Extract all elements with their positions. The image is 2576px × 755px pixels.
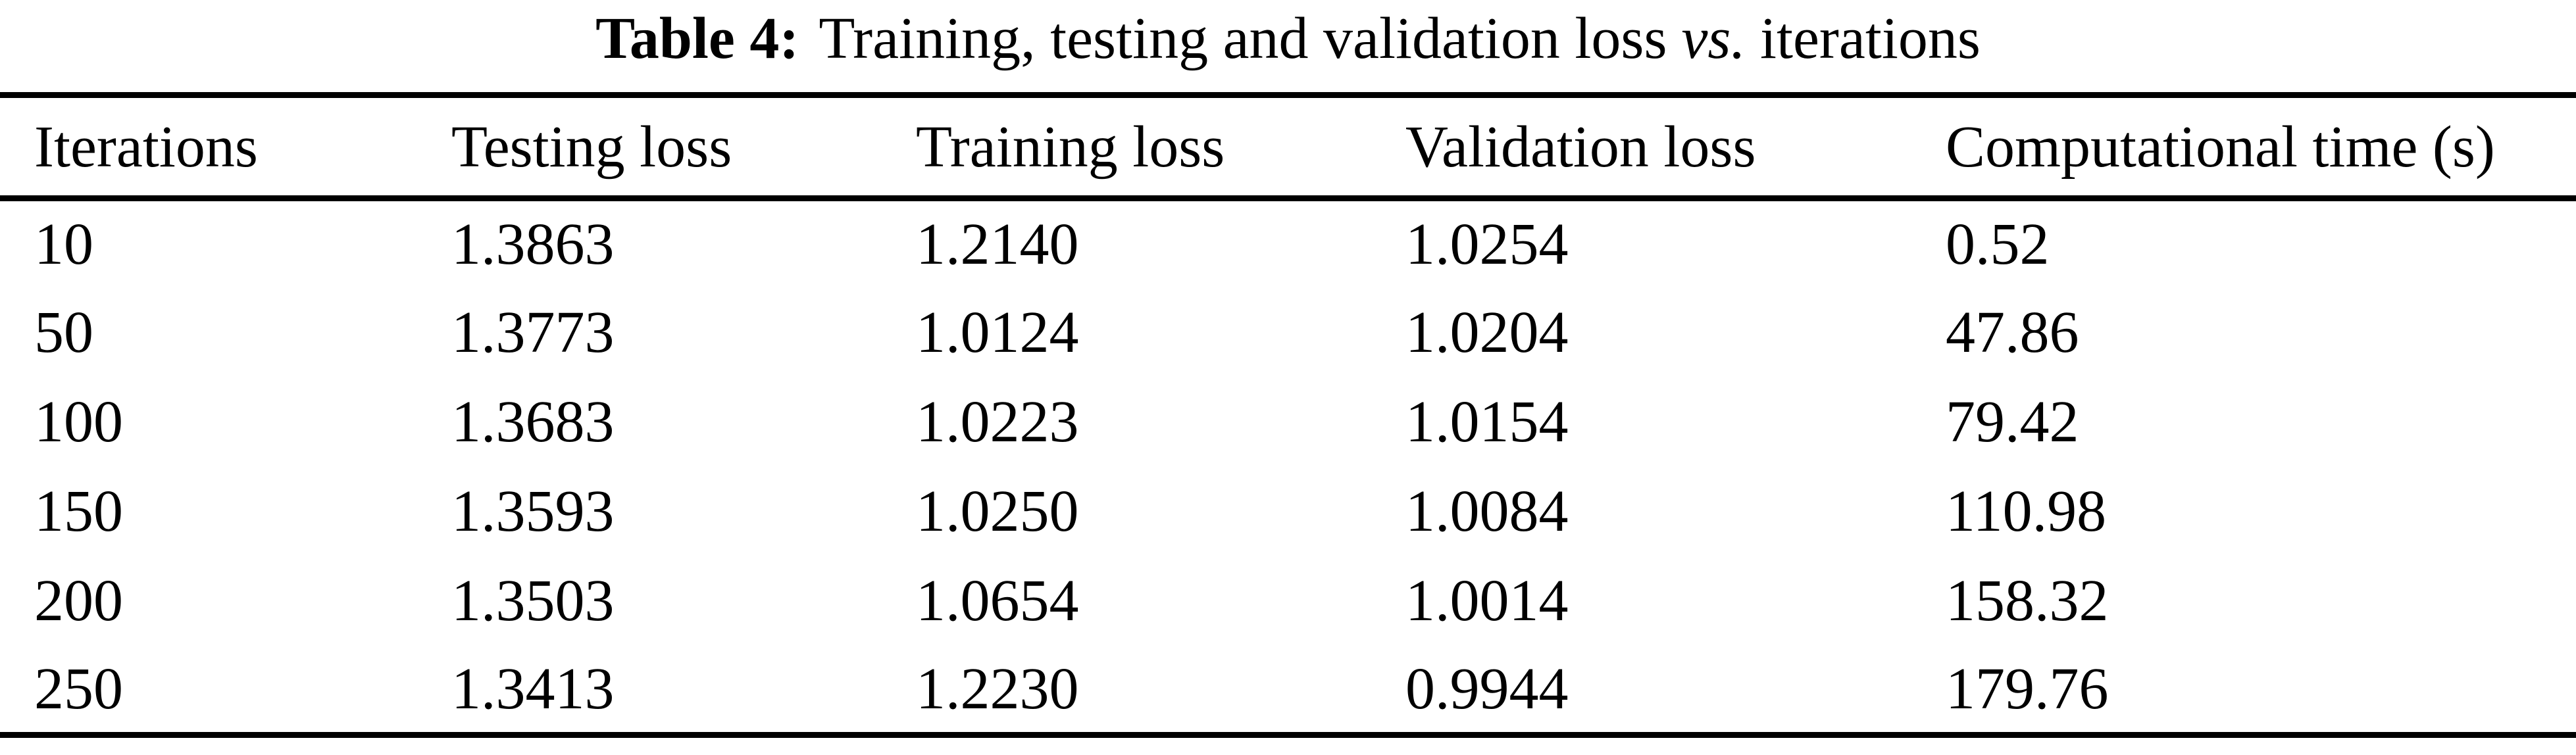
table-cell: 0.52 bbox=[1946, 212, 2050, 278]
table-cell: 1.2230 bbox=[916, 656, 1079, 721]
table-cell: 1.0084 bbox=[1405, 479, 1569, 544]
table-cell: 150 bbox=[34, 479, 123, 544]
table-cell: 50 bbox=[34, 300, 93, 365]
table-row: 200 1.3503 1.0654 1.0014 158.32 bbox=[0, 556, 2576, 646]
table-cell: 250 bbox=[34, 656, 123, 721]
column-header: Testing loss bbox=[451, 114, 732, 180]
table-cell: 1.2140 bbox=[916, 212, 1079, 278]
table-cell: 1.0014 bbox=[1405, 568, 1569, 633]
table-header-row: Iterations Testing loss Training loss Valid… bbox=[0, 95, 2576, 199]
table-row: 250 1.3413 1.2230 0.9944 179.76 bbox=[0, 646, 2576, 735]
table-cell: 1.3863 bbox=[451, 212, 615, 278]
table-cell: 110.98 bbox=[1946, 479, 2107, 544]
column-header: Training loss bbox=[916, 114, 1225, 180]
table-caption-vs: vs. bbox=[1681, 6, 1746, 71]
table-cell: 1.0223 bbox=[916, 389, 1079, 454]
table-row: 10 1.3863 1.2140 1.0254 0.52 bbox=[0, 199, 2576, 288]
table-cell: 1.3593 bbox=[451, 479, 615, 544]
table-cell: 0.9944 bbox=[1405, 656, 1569, 721]
table-cell: 200 bbox=[34, 568, 123, 633]
table-cell: 1.0124 bbox=[916, 300, 1079, 365]
table-header: Iterations Testing loss Training loss Valid… bbox=[0, 95, 2576, 199]
table-cell: 100 bbox=[34, 389, 123, 454]
table-cell: 1.0204 bbox=[1405, 300, 1569, 365]
table-cell: 179.76 bbox=[1946, 656, 2109, 721]
table-cell: 1.3773 bbox=[451, 300, 615, 365]
table-cell: 1.0250 bbox=[916, 479, 1079, 544]
data-table: Iterations Testing loss Training loss Valid… bbox=[0, 92, 2576, 738]
table-cell: 1.3413 bbox=[451, 656, 615, 721]
table-row: 100 1.3683 1.0223 1.0154 79.42 bbox=[0, 378, 2576, 467]
table-cell: 47.86 bbox=[1946, 300, 2079, 365]
table-cell: 1.0254 bbox=[1405, 212, 1569, 278]
column-header: Computational time (s) bbox=[1946, 114, 2495, 180]
table-row: 150 1.3593 1.0250 1.0084 110.98 bbox=[0, 467, 2576, 556]
table-cell: 10 bbox=[34, 212, 93, 278]
table-caption: Table 4: Training, testing and validation… bbox=[0, 0, 2576, 92]
column-header: Validation loss bbox=[1405, 114, 1756, 180]
table-cell: 1.0654 bbox=[916, 568, 1079, 633]
column-header: Iterations bbox=[34, 114, 258, 180]
table-caption-label: Table 4: bbox=[595, 6, 799, 71]
table-cell: 1.3503 bbox=[451, 568, 615, 633]
table-caption-text-after: iterations bbox=[1759, 6, 1981, 71]
table-cell: 79.42 bbox=[1946, 389, 2079, 454]
table-cell: 1.0154 bbox=[1405, 389, 1569, 454]
table-caption-text-before: Training, testing and validation loss bbox=[819, 6, 1667, 71]
table-row: 50 1.3773 1.0124 1.0204 47.86 bbox=[0, 288, 2576, 378]
table-cell: 1.3683 bbox=[451, 389, 615, 454]
table-body: 10 1.3863 1.2140 1.0254 0.52 50 1.3773 1.0124 1.… bbox=[0, 199, 2576, 735]
table-cell: 158.32 bbox=[1946, 568, 2109, 633]
